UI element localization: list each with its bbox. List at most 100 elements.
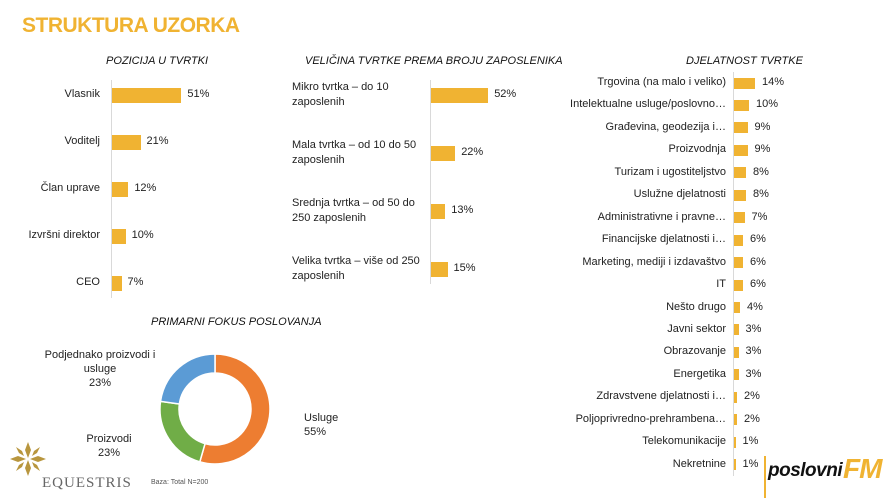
bar-category-label: Poljoprivredno-prehrambena…: [575, 412, 726, 425]
bar-category-label: CEO: [76, 276, 100, 288]
donut-label-podjednako: Podjednako proizvodi i usluge 23%: [44, 349, 156, 389]
bar-category-label: Mala tvrtka – od 10 do 50 zaposlenih: [292, 139, 417, 166]
bar: [431, 203, 446, 219]
poslovni-fm-logo-word: poslovni: [768, 460, 843, 481]
bar-category-label: Telekomunikacije: [642, 435, 726, 448]
bar-value-label: 2%: [744, 412, 760, 425]
bar: [734, 122, 748, 134]
donut-label-proizvodi: Proizvodi 23%: [86, 433, 132, 459]
bar: [734, 302, 740, 313]
bar: [734, 167, 746, 179]
bar: [734, 324, 739, 336]
bar: [734, 391, 737, 403]
bar-value-label: 7%: [127, 276, 144, 288]
bar-category-label: Obrazovanje: [663, 345, 726, 358]
bar-value-label: 3%: [745, 345, 762, 358]
chart-title-velicina: VELIČINA TVRTKE PREMA BROJU ZAPOSLENIKA: [305, 55, 563, 67]
bar-category-label: Izvršni direktor: [28, 229, 100, 241]
equestris-logo-text: EQUESTRIS: [42, 475, 132, 491]
bar-category-label: Zdravstvene djelatnosti i…: [596, 390, 726, 403]
bar: [431, 87, 489, 103]
bar-value-label: 14%: [762, 76, 785, 88]
bar: [734, 99, 749, 111]
bar-value-label: 6%: [750, 278, 766, 291]
bar-category-label: Vlasnik: [64, 88, 100, 100]
bar-value-label: 6%: [750, 255, 766, 268]
bar: [734, 189, 746, 201]
bar-value-label: 10%: [131, 229, 154, 241]
sample-base-note: Baza: Total N=200: [151, 479, 209, 486]
bar-value-label: 51%: [187, 88, 210, 100]
bar: [112, 275, 122, 291]
bar-value-label: 12%: [134, 182, 157, 194]
donut-slice: [160, 353, 216, 405]
bar: [734, 257, 743, 269]
bar-category-label: Građevina, geodezija i…: [605, 120, 726, 133]
bar-value-label: 1%: [742, 435, 759, 448]
poslovni-fm-logo-fm: FM: [843, 453, 882, 484]
bar-axis-line: [430, 80, 431, 284]
bar-category-label: Član uprave: [40, 182, 100, 194]
bar-value-label: 15%: [453, 262, 476, 274]
bar: [112, 181, 129, 197]
bar: [734, 459, 736, 471]
bar: [734, 279, 743, 291]
bar-category-label: Srednja tvrtka – od 50 do 250 zaposlenih: [292, 197, 415, 224]
bar-category-label: Nekretnine: [672, 457, 726, 470]
bar-category-label: Energetika: [673, 367, 726, 380]
bar-category-label: Voditelj: [64, 135, 100, 147]
bar: [734, 234, 743, 246]
bar-value-label: 1%: [742, 457, 759, 470]
bar: [734, 212, 745, 224]
bar-value-label: 4%: [747, 300, 763, 313]
bar: [734, 414, 737, 426]
donut-slice: [160, 400, 206, 463]
bar-value-label: 2%: [744, 390, 760, 403]
donut-chart-fokus: [160, 353, 270, 465]
chart-title-fokus: PRIMARNI FOKUS POSLOVANJA: [151, 316, 322, 328]
bar-category-label: Trgovina (na malo i veliko): [597, 76, 726, 88]
bar-value-label: 3%: [745, 367, 762, 380]
bar: [734, 77, 755, 89]
bar: [112, 134, 141, 150]
chart-title-pozicija: POZICIJA U TVRTKI: [106, 55, 209, 67]
bar-category-label: Turizam i ugostiteljstvo: [614, 165, 726, 178]
donut-slice: [198, 353, 270, 465]
poslovni-fm-logo: [764, 456, 766, 498]
page-title: STRUKTURA UZORKA: [22, 14, 240, 37]
bar-category-label: IT: [716, 278, 726, 291]
bar-value-label: 13%: [451, 204, 474, 216]
donut-label-usluge: Usluge 55%: [304, 412, 339, 438]
bar-category-label: Mikro tvrtka – do 10 zaposlenih: [292, 81, 389, 108]
bar-category-label: Uslužne djelatnosti: [633, 188, 726, 201]
bar-value-label: 22%: [461, 146, 484, 158]
bar-value-label: 8%: [753, 188, 769, 201]
bar-category-label: Marketing, mediji i izdavaštvo: [582, 255, 726, 268]
bar: [734, 144, 748, 156]
bar: [112, 87, 182, 103]
bar-axis-line: [111, 80, 112, 298]
chart-title-djelatnost: DJELATNOST TVRTKE: [686, 55, 803, 67]
bar-category-label: Intelektualne usluge/poslovno…: [570, 98, 726, 111]
bar-category-label: Financijske djelatnosti i…: [601, 233, 726, 246]
bar-value-label: 7%: [751, 210, 768, 223]
bar-category-label: Administrativne i pravne…: [597, 210, 726, 223]
bar-value-label: 52%: [494, 88, 517, 100]
bar: [734, 346, 739, 358]
bar: [734, 369, 739, 381]
bar: [431, 261, 448, 277]
bar: [431, 145, 456, 161]
bar-axis-line: [733, 72, 734, 476]
bar-value-label: 10%: [756, 98, 779, 111]
bar-value-label: 6%: [750, 233, 766, 246]
bar-value-label: 21%: [146, 135, 169, 147]
bar: [734, 436, 736, 448]
bar-value-label: 3%: [745, 322, 762, 335]
bar-category-label: Velika tvrtka – više od 250 zaposlenih: [292, 255, 420, 282]
bar-category-label: Nešto drugo: [666, 300, 726, 313]
bar-value-label: 8%: [753, 165, 769, 178]
bar-value-label: 9%: [754, 120, 771, 133]
bar: [112, 228, 126, 244]
bar-category-label: Javni sektor: [667, 322, 726, 335]
bar-value-label: 9%: [754, 143, 771, 156]
